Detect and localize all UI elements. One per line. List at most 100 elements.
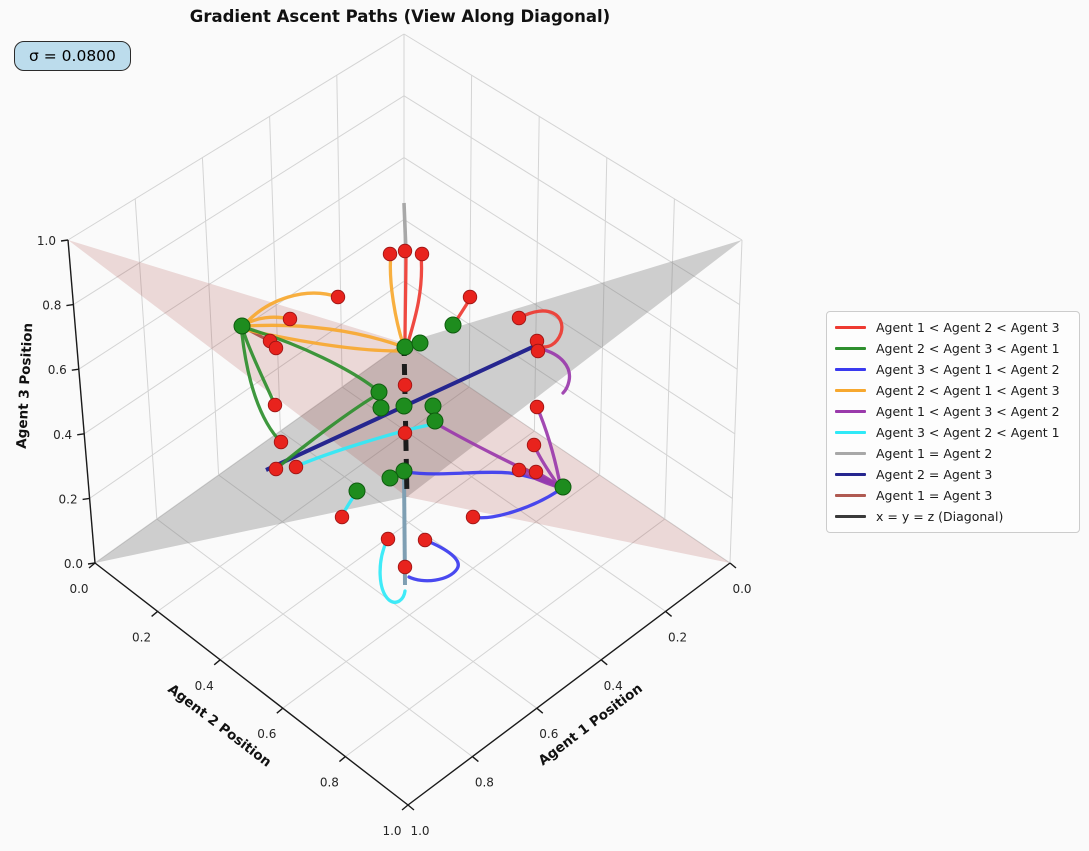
- y-axis-label: Agent 2 Position: [165, 681, 275, 770]
- grid-line: [67, 33, 405, 241]
- end-point: [411, 334, 429, 352]
- x-tick-label: 0.4: [604, 679, 623, 693]
- grid-line: [156, 518, 473, 757]
- diagonal-x-y-z: [401, 344, 410, 498]
- start-point: [397, 243, 413, 259]
- z-tick: [60, 239, 69, 242]
- start-point: [465, 509, 481, 525]
- y-tick: [338, 756, 346, 763]
- legend-item: Agent 3 < Agent 2 < Agent 1: [835, 422, 1071, 443]
- grid-line: [78, 157, 405, 370]
- legend-swatch: [835, 451, 866, 456]
- z-axis-label: Agent 3 Position: [14, 322, 37, 449]
- grid-line: [403, 33, 743, 241]
- grid-line: [269, 116, 281, 432]
- z-tick: [77, 433, 85, 436]
- x-tick: [600, 659, 608, 666]
- legend-swatch: [835, 346, 866, 351]
- legend-swatch: [835, 325, 866, 330]
- legend-swatch: [835, 430, 866, 435]
- x-tick-label: 0.0: [732, 582, 751, 596]
- grid-line: [336, 75, 343, 388]
- y-tick: [401, 804, 409, 811]
- legend-item: Agent 1 = Agent 2: [835, 443, 1071, 464]
- z-tick-label: 1.0: [37, 234, 56, 248]
- grid-line: [282, 474, 600, 709]
- y-axis-spine: [94, 562, 409, 806]
- x-tick-label: 0.8: [475, 776, 494, 790]
- grid-line: [89, 280, 405, 499]
- end-point: [233, 317, 251, 335]
- start-point: [268, 340, 284, 356]
- start-point: [382, 246, 398, 262]
- legend-item-label: Agent 2 = Agent 3: [876, 467, 993, 482]
- z-tick-label: 0.6: [48, 363, 67, 377]
- legend-item: Agent 1 < Agent 3 < Agent 2: [835, 401, 1071, 422]
- z-axis-spine: [67, 239, 96, 564]
- x-tick-label: 1.0: [410, 824, 429, 838]
- trajectory-blue: [407, 538, 460, 583]
- legend-swatch: [835, 409, 866, 414]
- trajectory-red: [403, 249, 408, 346]
- trajectory-orange: [244, 323, 403, 348]
- grid-line: [729, 239, 743, 564]
- x-tick: [536, 707, 544, 714]
- end-point: [396, 338, 414, 356]
- y-tick: [213, 659, 221, 666]
- start-point: [267, 397, 283, 413]
- grid-line: [157, 386, 470, 612]
- grid-line: [468, 75, 473, 388]
- start-point: [397, 377, 413, 393]
- trajectory-green: [244, 326, 379, 392]
- y-tick-label: 0.6: [257, 727, 276, 741]
- trajectory-green: [242, 331, 277, 407]
- y-tick-label: 0.0: [69, 582, 88, 596]
- grid-line: [134, 198, 158, 520]
- legend-item-label: Agent 1 < Agent 2 < Agent 3: [876, 320, 1060, 335]
- trajectory-orange: [388, 251, 405, 346]
- grid-line: [73, 95, 405, 306]
- grid-line: [201, 157, 220, 476]
- grid-line: [403, 218, 736, 435]
- legend-item-label: Agent 1 = Agent 3: [876, 488, 993, 503]
- y-tick-label: 0.2: [132, 630, 151, 644]
- trajectory-purple: [539, 347, 572, 395]
- trajectory-red: [405, 253, 424, 348]
- start-point: [414, 246, 430, 262]
- z-tick-label: 0.4: [53, 428, 72, 442]
- x-tick: [471, 756, 479, 763]
- start-point: [330, 289, 346, 305]
- grid-line: [599, 157, 608, 476]
- sigma-annotation: σ = 0.0800: [14, 41, 131, 71]
- legend-item: Agent 3 < Agent 1 < Agent 2: [835, 359, 1071, 380]
- grid-line: [280, 430, 602, 661]
- grid-line: [403, 157, 738, 370]
- plot-title: Gradient Ascent Paths (View Along Diagon…: [189, 7, 611, 26]
- end-point: [395, 397, 413, 415]
- grid-line: [219, 430, 535, 661]
- trajectory-orange: [245, 291, 340, 324]
- grid-line: [403, 95, 740, 306]
- start-point: [380, 531, 396, 547]
- legend-item-label: Agent 1 < Agent 3 < Agent 2: [876, 404, 1060, 419]
- trajectory-cyan: [295, 423, 431, 468]
- legend-item: Agent 2 = Agent 3: [835, 464, 1071, 485]
- grid-line: [345, 518, 666, 758]
- y-tick-label: 0.4: [195, 679, 214, 693]
- start-point: [273, 434, 289, 450]
- y-tick-label: 0.8: [320, 776, 339, 790]
- start-point: [397, 425, 413, 441]
- legend-item: Agent 2 < Agent 3 < Agent 1: [835, 338, 1071, 359]
- start-point: [511, 462, 527, 478]
- x-tick: [665, 610, 673, 617]
- legend-swatch: [835, 493, 866, 498]
- end-point: [424, 397, 442, 415]
- grid-line: [341, 386, 666, 612]
- x-axis-label: Agent 1 Position: [535, 681, 645, 770]
- trajectory-red: [517, 309, 564, 349]
- grid-line: [533, 116, 540, 432]
- legend-item: Agent 1 < Agent 2 < Agent 3: [835, 317, 1071, 338]
- grid-line: [664, 198, 675, 520]
- start-point: [526, 437, 542, 453]
- legend-item-label: Agent 1 = Agent 2: [876, 446, 993, 461]
